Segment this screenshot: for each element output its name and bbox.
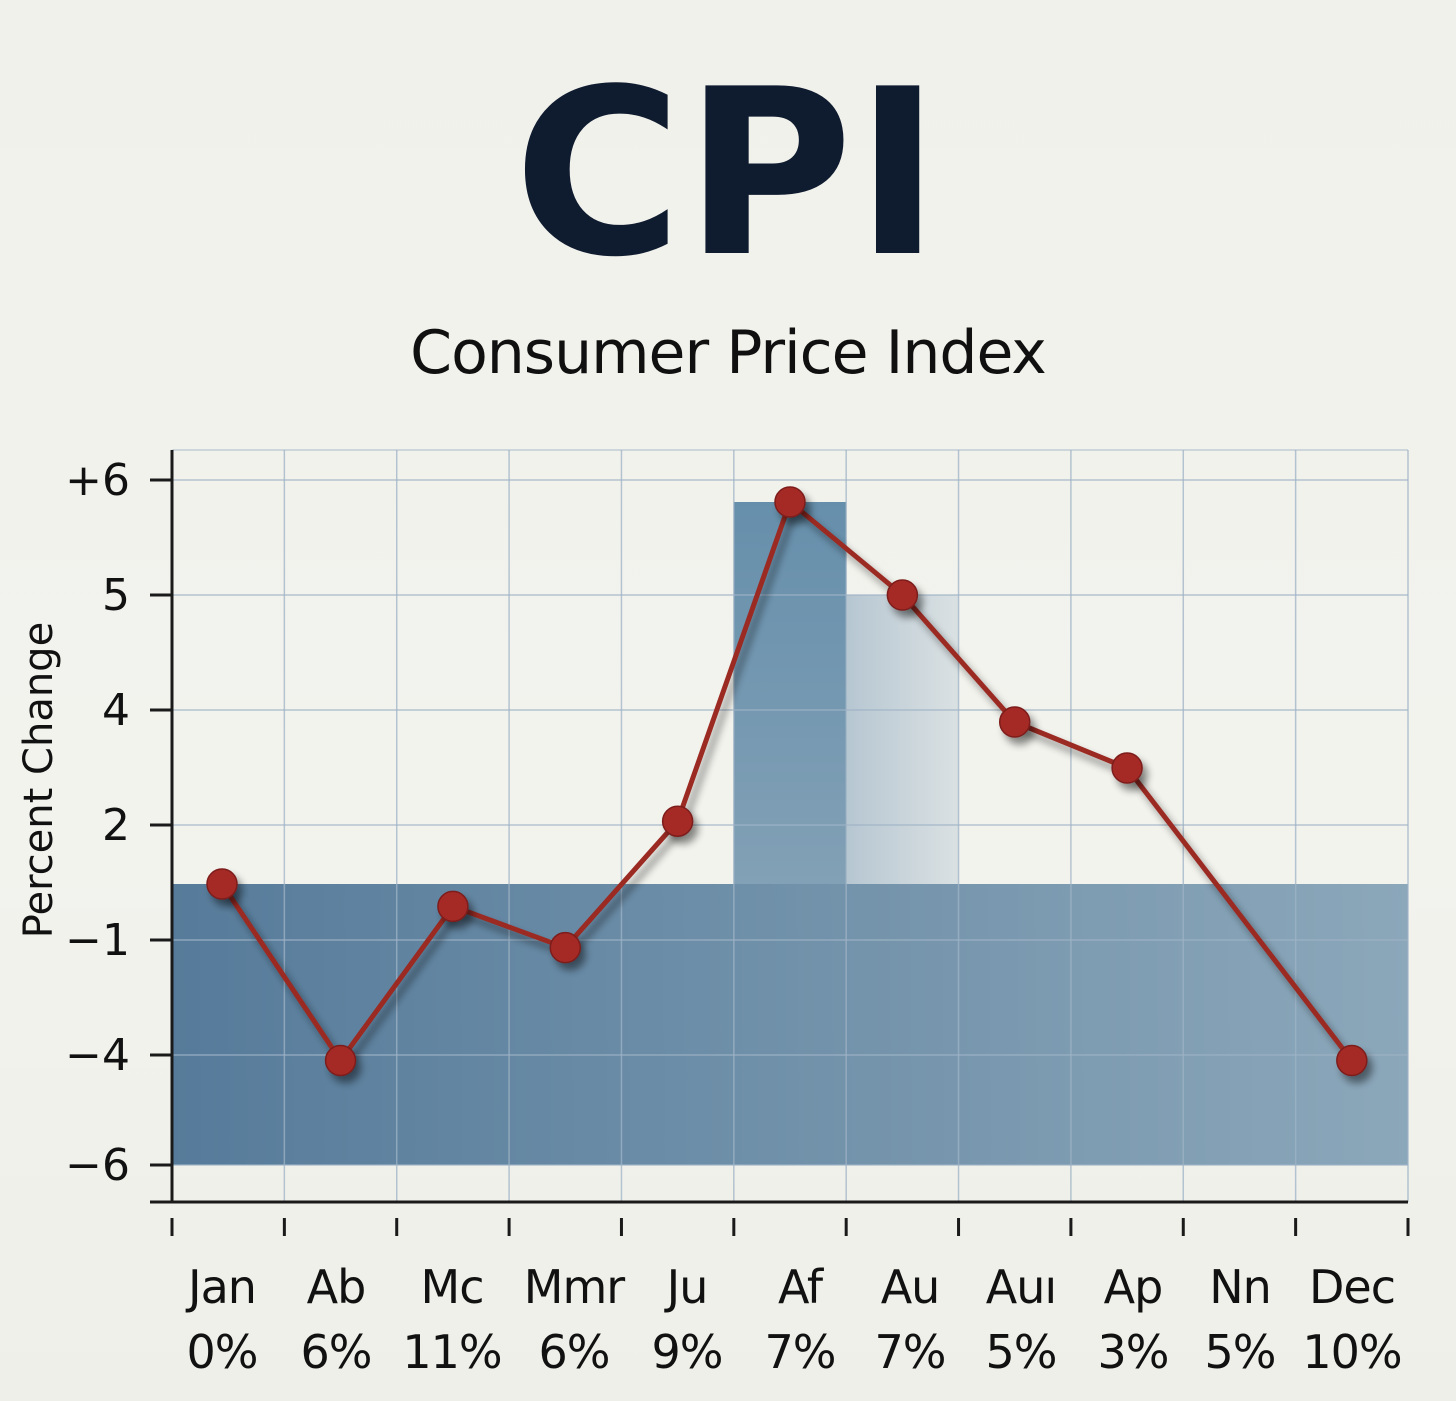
x-tick-label: Dec	[1309, 1260, 1395, 1314]
x-tick-label: Au	[881, 1260, 940, 1314]
x-percent-label: 6%	[301, 1325, 372, 1379]
x-tick-label: Ju	[664, 1260, 708, 1314]
x-tick-label: Mmr	[524, 1260, 625, 1314]
data-point	[998, 706, 1031, 738]
x-tick-label: Mc	[421, 1260, 484, 1314]
x-percent-label: 5%	[986, 1325, 1057, 1379]
data-point	[661, 805, 694, 837]
shaded-region	[172, 884, 1408, 1165]
data-point	[774, 486, 806, 518]
x-percent-label: 7%	[765, 1325, 836, 1379]
shaded-region	[846, 595, 959, 884]
x-percent-label: 9%	[652, 1325, 723, 1379]
x-tick-label: Jan	[185, 1260, 256, 1314]
x-tick-label: Auı	[986, 1260, 1056, 1314]
data-point	[549, 931, 582, 964]
x-percent-label: 6%	[539, 1325, 610, 1379]
data-point	[1336, 1044, 1368, 1077]
x-percent-label: 3%	[1098, 1325, 1169, 1379]
x-percent-label: 10%	[1302, 1325, 1401, 1379]
data-point	[206, 868, 238, 900]
y-axis-label: Percent Change	[16, 622, 62, 938]
x-percent-label: 5%	[1205, 1325, 1276, 1379]
x-tick-label: Ab	[307, 1260, 366, 1314]
chart-title: CPI	[513, 41, 943, 308]
data-point	[437, 890, 469, 923]
x-percent-label: 11%	[402, 1325, 501, 1379]
data-point	[1111, 752, 1143, 784]
y-tick-label: 2	[102, 800, 130, 851]
y-tick-label: −1	[65, 915, 130, 966]
x-tick-label: Nn	[1209, 1260, 1271, 1314]
series-line	[219, 499, 1354, 1063]
x-tick-label: Af	[778, 1260, 825, 1314]
x-tick-label: Ap	[1104, 1260, 1163, 1314]
y-tick-label: 5	[102, 570, 130, 621]
y-tick-label: −4	[65, 1030, 130, 1081]
x-percent-label: 7%	[875, 1325, 946, 1379]
y-tick-label: +6	[65, 455, 130, 506]
y-tick-label: 4	[102, 685, 130, 736]
data-point	[886, 579, 919, 611]
chart-subtitle: Consumer Price Index	[410, 318, 1047, 388]
y-tick-label: −6	[65, 1140, 130, 1191]
data-point	[324, 1044, 357, 1077]
x-percent-label: 0%	[187, 1325, 258, 1379]
shaded-region	[733, 502, 847, 884]
